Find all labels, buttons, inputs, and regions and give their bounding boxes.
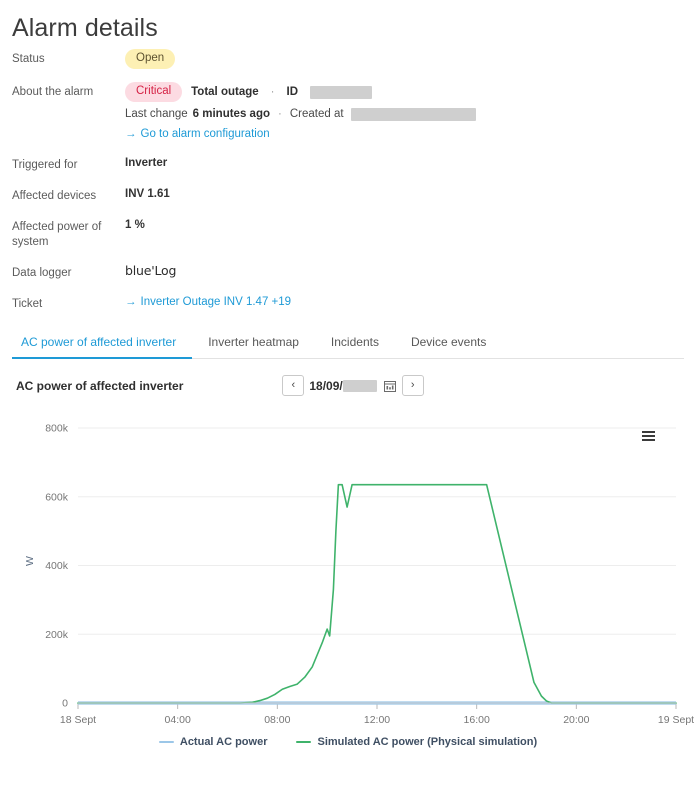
alarm-id-label: ID (286, 86, 299, 98)
dot-separator: · (270, 86, 275, 98)
affected-power-label: Affected power of system (12, 221, 102, 248)
y-tick-label: 400k (45, 560, 69, 572)
y-tick-label: 200k (45, 629, 69, 641)
detail-row-ticket: Ticket → Inverter Outage INV 1.47 +19 (12, 294, 696, 312)
y-tick-label: 600k (45, 491, 69, 503)
date-navigator: ‹ 18/09/ › (282, 375, 424, 396)
about-label: About the alarm (12, 86, 94, 98)
tab-device-events[interactable]: Device events (410, 335, 487, 349)
x-tick-label: 16:00 (464, 714, 490, 726)
dot-separator-2: · (278, 108, 282, 120)
ticket-link[interactable]: → Inverter Outage INV 1.47 +19 (125, 294, 291, 310)
x-tick-label: 04:00 (165, 714, 191, 726)
alarm-details-list: Status Open About the alarm Critical Tot… (0, 49, 696, 312)
triggered-for-value: Inverter (125, 157, 168, 169)
date-display[interactable]: 18/09/ (304, 379, 381, 393)
detail-row-status: Status Open (12, 49, 696, 69)
detail-row-data-logger: Data logger blue'Log (12, 263, 696, 281)
alarm-configuration-link[interactable]: → Go to alarm configuration (125, 126, 270, 142)
x-tick-label: 19 Sept (658, 714, 694, 726)
alarm-configuration-link-label: Go to alarm configuration (140, 128, 270, 140)
arrow-right-icon-ticket: → (125, 296, 137, 308)
created-at-redacted (350, 107, 476, 121)
y-tick-label: 800k (45, 423, 69, 435)
y-axis-unit-label: W (24, 556, 36, 566)
triggered-for-label: Triggered for (12, 159, 78, 171)
ac-power-chart: 0 200k 400k 600k 800k 18 Sept 04:00 08:00 12:00… (24, 423, 694, 727)
detail-row-affected-power: Affected power of system 1 % (12, 217, 696, 250)
legend-swatch-actual (158, 741, 174, 743)
data-logger-value: blue'Log (125, 263, 177, 278)
legend-item-simulated-ac-power[interactable]: Simulated AC power (Physical simulation) (296, 736, 537, 748)
affected-power-value: 1 % (125, 219, 145, 231)
chart-legend: Actual AC power Simulated AC power (Phys… (0, 736, 696, 748)
chart-container: 0 200k 400k 600k 800k 18 Sept 04:00 08:00 12:00… (0, 404, 696, 779)
detail-row-triggered-for: Triggered for Inverter (12, 155, 696, 173)
hamburger-menu-icon[interactable] (642, 431, 655, 441)
chart-x-axis-ticks: 18 Sept 04:00 08:00 12:00 16:00 20:00 19 Sept (60, 703, 694, 726)
created-at-label: Created at (289, 108, 344, 120)
legend-label-simulated: Simulated AC power (Physical simulation) (317, 736, 538, 748)
x-tick-label: 08:00 (264, 714, 290, 726)
tab-inverter-heatmap[interactable]: Inverter heatmap (208, 335, 299, 349)
date-value: 18/09/ (309, 378, 343, 393)
tab-ac-power-of-affected-inverter[interactable]: AC power of affected inverter (12, 329, 193, 359)
data-logger-label: Data logger (12, 267, 72, 279)
calendar-icon[interactable] (383, 380, 396, 392)
x-tick-label: 20:00 (563, 714, 589, 726)
tab-incidents[interactable]: Incidents (330, 335, 379, 349)
previous-day-button[interactable]: ‹ (282, 375, 305, 396)
detail-row-about: About the alarm Critical Total outage · … (12, 82, 696, 142)
arrow-right-icon: → (125, 128, 137, 140)
affected-devices-value: INV 1.61 (125, 188, 170, 200)
legend-item-actual-ac-power[interactable]: Actual AC power (158, 736, 268, 748)
x-tick-label: 12:00 (364, 714, 390, 726)
affected-devices-label: Affected devices (12, 190, 97, 202)
ticket-link-label: Inverter Outage INV 1.47 +19 (140, 296, 292, 308)
next-day-button[interactable]: › (401, 375, 424, 396)
chart-title: AC power of affected inverter (16, 378, 184, 393)
last-change-label: Last change (125, 108, 188, 120)
chart-header: AC power of affected inverter ‹ 18/09/ › (0, 359, 696, 396)
chart-y-axis-ticks: 0 200k 400k 600k 800k (45, 423, 69, 710)
last-change-value: 6 minutes ago (192, 108, 270, 120)
legend-label-actual: Actual AC power (179, 736, 268, 748)
series-simulated-ac-power (77, 483, 677, 704)
alarm-id-redacted (310, 85, 372, 99)
severity-badge: Critical (125, 82, 183, 102)
alarm-type: Total outage (191, 86, 259, 98)
y-tick-label: 0 (62, 698, 68, 710)
ticket-label: Ticket (12, 298, 43, 310)
date-year-redacted (342, 379, 377, 392)
x-tick-label: 18 Sept (60, 714, 96, 726)
status-label: Status (12, 53, 45, 65)
status-badge: Open (125, 49, 176, 69)
page-title: Alarm details (12, 14, 158, 42)
about-line-timestamps: Last change 6 minutes ago · Created at (125, 106, 476, 122)
legend-swatch-simulated (296, 741, 312, 743)
detail-row-affected-devices: Affected devices INV 1.61 (12, 186, 696, 204)
about-line-severity: Critical Total outage · ID (125, 82, 476, 102)
tab-bar: AC power of affected inverter Inverter h… (12, 329, 684, 359)
chart-gridlines (78, 427, 676, 635)
